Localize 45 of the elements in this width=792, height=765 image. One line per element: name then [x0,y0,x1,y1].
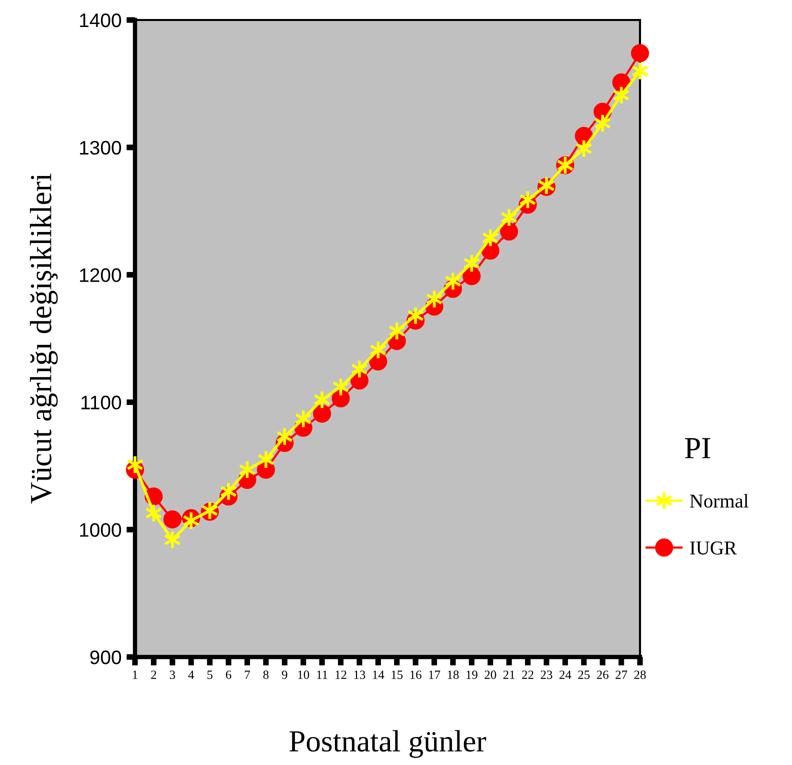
point [332,389,350,408]
x-tick-label: 10 [298,670,310,679]
point [313,404,332,423]
x-tick-label: 25 [578,670,590,679]
x-tick-label: 16 [410,670,422,679]
x-tick-label: 11 [317,670,328,679]
y-axis-title: Vücut ağrlığı değişiklikleri [30,174,58,504]
x-tick-label: 1 [132,670,138,679]
x-tick-label: 3 [170,670,176,679]
x-tick-label: 12 [336,670,346,679]
y-tick-label: 1300 [80,140,122,155]
y-tick-label: 1400 [80,13,122,28]
legend-label: Normal [690,494,748,508]
y-tick-label: 900 [90,650,122,664]
x-tick-label: 4 [188,670,194,679]
point [630,44,650,62]
x-axis-title: Postnatal günler [290,730,486,758]
x-tick-label: 22 [522,670,534,679]
legend-label: IUGR [690,542,737,555]
x-tick-label: 28 [634,670,646,679]
x-tick-label: 13 [354,670,366,679]
x-tick-label: 26 [596,670,608,679]
x-tick-label: 15 [392,670,403,679]
x-tick-label: 27 [616,670,628,679]
x-tick-label: 23 [540,670,552,679]
point [163,510,182,528]
x-tick-label: 7 [244,670,250,679]
x-tick-label: 21 [503,670,515,679]
x-tick-label: 2 [151,670,156,679]
x-tick-label: 5 [207,670,212,679]
x-tick-label: 17 [429,670,440,679]
x-tick-label: 18 [448,670,459,679]
y-tick-label: 1100 [81,396,122,410]
x-tick-label: 9 [282,670,288,679]
point [462,267,481,286]
x-tick-label: 8 [263,670,269,679]
legend-title: PI [685,438,710,458]
x-tick-label: 14 [373,670,384,679]
y-tick-label: 1200 [80,268,122,282]
x-tick-label: 19 [466,670,478,679]
x-tick-label: 6 [226,670,232,679]
y-tick-label: 1000 [80,523,122,537]
x-tick-label: 20 [484,670,496,679]
x-tick-label: 24 [559,670,572,679]
point [500,222,518,241]
